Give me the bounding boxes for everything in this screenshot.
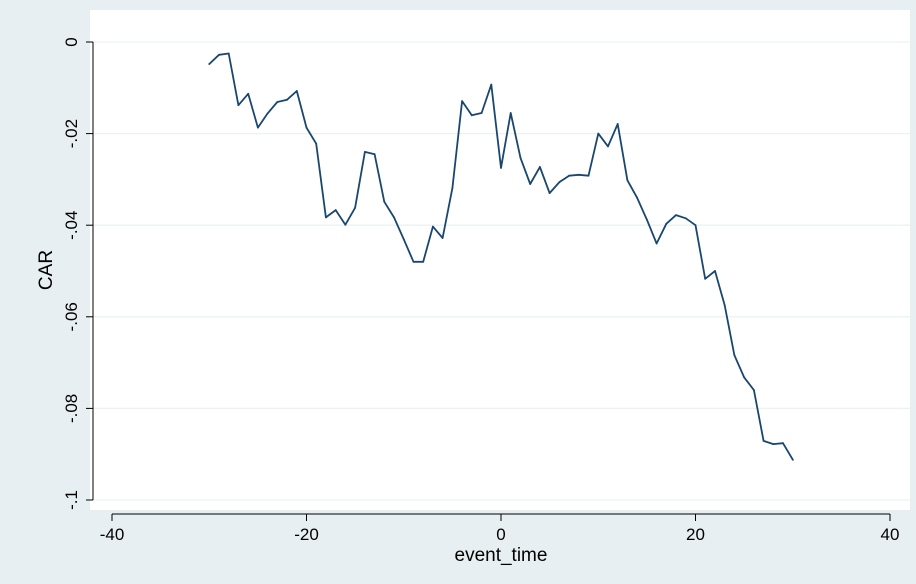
- x-axis: -40 -20 0 20 40: [100, 513, 900, 544]
- data-point: [539, 166, 541, 168]
- data-point: [636, 196, 638, 199]
- data-point: [451, 187, 454, 190]
- data-point: [305, 126, 308, 129]
- data-point: [257, 126, 259, 129]
- data-point: [577, 173, 580, 176]
- data-point: [286, 98, 288, 101]
- x-tick-label: -40: [100, 525, 125, 544]
- data-point: [441, 237, 444, 239]
- data-point: [247, 92, 250, 95]
- data-point: [509, 112, 512, 114]
- data-point: [762, 440, 765, 442]
- data-point: [383, 200, 386, 203]
- data-point: [782, 442, 784, 445]
- data-point: [597, 132, 600, 135]
- data-point: [646, 218, 648, 221]
- grid-lines: [90, 41, 910, 501]
- data-point: [402, 238, 405, 241]
- data-point: [607, 145, 609, 148]
- x-tick-label: 40: [881, 525, 900, 544]
- y-axis-title: CAR: [36, 250, 57, 290]
- data-point: [237, 104, 240, 107]
- data-point: [470, 114, 473, 117]
- data-point: [315, 142, 318, 145]
- data-point: [480, 112, 483, 114]
- y-tick-label: -.04: [62, 211, 81, 240]
- data-point: [227, 52, 230, 55]
- y-axis: 0 -.02 -.04 -.06 -.08 -.1: [62, 37, 94, 510]
- data-point: [334, 209, 337, 212]
- data-point: [354, 206, 356, 209]
- data-point: [568, 174, 570, 177]
- data-point: [276, 101, 279, 103]
- data-point: [675, 214, 677, 217]
- data-point: [723, 304, 726, 307]
- data-point: [461, 100, 463, 102]
- data-point: [704, 277, 707, 280]
- data-point: [325, 216, 327, 219]
- data-point: [558, 181, 561, 184]
- y-tick-label: -.06: [62, 302, 81, 331]
- data-point: [626, 179, 629, 182]
- data-point: [791, 458, 794, 461]
- data-point: [714, 270, 716, 272]
- data-point: [753, 389, 755, 391]
- data-point: [432, 225, 434, 228]
- data-point: [684, 217, 687, 220]
- data-point: [364, 151, 366, 153]
- data-point: [218, 53, 220, 56]
- data-point: [373, 153, 376, 156]
- data-point: [529, 183, 532, 185]
- data-point: [665, 222, 668, 225]
- x-tick-label: 20: [686, 525, 705, 544]
- data-point: [519, 157, 522, 159]
- data-point: [422, 260, 425, 263]
- data-point: [490, 83, 493, 86]
- data-point: [772, 443, 775, 445]
- data-point: [733, 354, 736, 357]
- data-point: [743, 376, 745, 379]
- data-point: [295, 90, 298, 92]
- x-tick-label: -20: [294, 525, 319, 544]
- y-tick-label: -.02: [62, 119, 81, 148]
- plot-area: [90, 10, 910, 510]
- data-point: [694, 224, 697, 227]
- series-group: [208, 52, 794, 461]
- data-point: [587, 174, 590, 177]
- data-point: [655, 242, 658, 245]
- data-point: [500, 167, 502, 169]
- data-point: [208, 63, 211, 65]
- data-point: [266, 112, 269, 115]
- y-tick-label: 0: [62, 37, 81, 46]
- y-tick-label: -.08: [62, 394, 81, 423]
- x-axis-title: event_time: [455, 545, 548, 566]
- data-point: [616, 123, 619, 125]
- data-point: [548, 192, 551, 195]
- x-tick-label: 0: [496, 525, 505, 544]
- data-point: [344, 223, 347, 226]
- y-tick-label: -.1: [62, 490, 81, 510]
- data-point: [412, 260, 415, 263]
- data-point: [393, 216, 395, 219]
